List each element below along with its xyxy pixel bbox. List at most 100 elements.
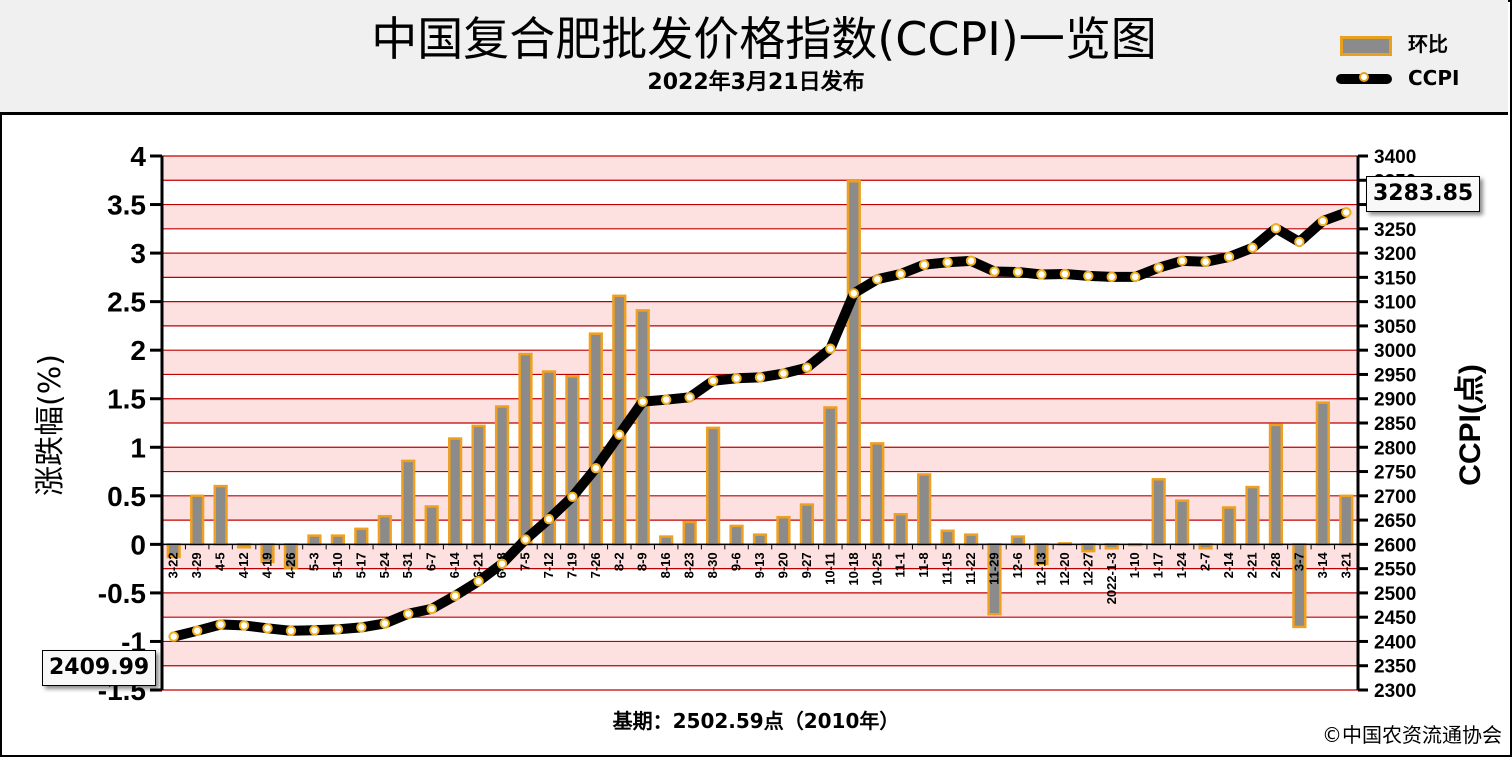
right-tick-label: 2350 xyxy=(1374,657,1416,678)
bar xyxy=(330,534,345,546)
legend-bar-swatch xyxy=(1340,36,1392,56)
bar xyxy=(471,424,486,546)
x-tick-label: 10-18 xyxy=(846,552,861,585)
ccpi-point xyxy=(590,462,602,474)
grid-band xyxy=(162,301,1358,326)
grid-band xyxy=(162,156,1358,181)
bar xyxy=(448,437,463,546)
x-tick-label: 2022-1-3 xyxy=(1104,552,1119,604)
ccpi-point xyxy=(1059,268,1071,280)
left-axis-title: 涨跌幅(%) xyxy=(33,354,68,496)
bar xyxy=(1268,423,1284,546)
x-tick-label: 4-26 xyxy=(283,552,298,578)
last-value-callout: 3283.85 xyxy=(1366,176,1481,212)
base-period-note: 基期：2502.59点（2010年） xyxy=(612,709,900,733)
x-tick-label: 3-14 xyxy=(1315,552,1330,579)
x-tick-label: 2-14 xyxy=(1221,552,1236,579)
grid-band xyxy=(162,398,1358,423)
x-tick-label: 8-30 xyxy=(705,552,720,578)
x-tick-label: 10-25 xyxy=(869,552,884,585)
ccpi-point xyxy=(262,623,273,634)
ccpi-point xyxy=(660,394,672,405)
bar xyxy=(799,503,815,546)
ccpi-point xyxy=(1341,207,1352,218)
ccpi-series xyxy=(168,207,1352,642)
left-tick-label: 2 xyxy=(130,335,146,366)
bar xyxy=(354,527,369,546)
x-tick-label: 12-6 xyxy=(1010,552,1025,578)
bar xyxy=(963,533,979,546)
right-tick-label: 2800 xyxy=(1374,438,1416,459)
bar xyxy=(1175,499,1190,546)
right-tick-label: 2950 xyxy=(1374,365,1416,386)
bar xyxy=(1081,543,1096,553)
x-tick-label: 3-21 xyxy=(1338,552,1353,578)
ccpi-point xyxy=(1083,270,1094,282)
bar xyxy=(705,426,721,546)
bar xyxy=(588,332,603,546)
ccpi-point xyxy=(238,620,250,631)
x-tick-label: 4-19 xyxy=(260,552,275,578)
ccpi-point xyxy=(707,375,719,386)
x-tick-label: 5-3 xyxy=(306,552,321,571)
ccpi-point xyxy=(1012,266,1024,278)
ccpi-point xyxy=(496,558,508,569)
bar xyxy=(870,442,885,546)
x-tick-label: 2-7 xyxy=(1198,552,1213,571)
bar xyxy=(518,352,533,546)
grid-bands xyxy=(162,156,1358,666)
legend-line-label: CCPI xyxy=(1408,66,1460,90)
x-tick-label: 12-20 xyxy=(1057,552,1072,585)
bar xyxy=(823,406,838,546)
right-tick-label: 2750 xyxy=(1374,463,1416,484)
ccpi-point xyxy=(309,625,320,636)
chart-title: 中国复合肥批发价格指数(CCPI)一览图 xyxy=(371,12,1157,66)
right-tick-label: 2700 xyxy=(1374,487,1416,508)
ccpi-point xyxy=(356,622,367,633)
right-tick-label: 2300 xyxy=(1374,681,1416,702)
x-tick-label: 9-6 xyxy=(729,552,744,571)
right-tick-labels: 3400335033003250320031503100305030002950… xyxy=(1374,147,1416,702)
left-tick-label: 0 xyxy=(130,529,146,560)
legend-item-bar: 环比 xyxy=(1336,30,1496,58)
ccpi-point xyxy=(1223,251,1235,263)
left-tick-label: 2.5 xyxy=(107,287,146,318)
x-tick-labels: 3-22 3-29 4-5 4-12 4-19 4-26 5-3 5-10 5-17 5-24 5-… xyxy=(166,552,1354,605)
bar xyxy=(190,494,205,546)
bar xyxy=(752,533,768,546)
right-tick-label: 2650 xyxy=(1374,511,1416,532)
grid-band xyxy=(162,447,1358,472)
right-tick-label: 3050 xyxy=(1374,317,1416,338)
ccpi-point xyxy=(1130,271,1141,283)
x-tick-label: 8-2 xyxy=(611,552,626,571)
chart-header xyxy=(0,0,1508,115)
ccpi-point xyxy=(191,625,203,636)
x-tick-label: 12-13 xyxy=(1033,552,1048,585)
right-tick-label: 2500 xyxy=(1374,584,1416,605)
grid-band xyxy=(162,641,1358,666)
x-tick-label: 2-28 xyxy=(1268,552,1283,578)
bar xyxy=(917,473,932,546)
x-tick-label: 1-10 xyxy=(1127,552,1142,578)
ccpi-point xyxy=(942,257,953,268)
ccpi-point xyxy=(1200,256,1211,268)
axis-titles: 涨跌幅(%) CCPI(点) xyxy=(33,354,1487,496)
bar xyxy=(893,513,908,546)
first-value-callout: 2409.99 xyxy=(42,650,157,686)
x-tick-label: 5-24 xyxy=(377,552,392,579)
right-tick-label: 2450 xyxy=(1374,608,1416,629)
ccpi-point xyxy=(1176,255,1188,267)
x-tick-label: 3-29 xyxy=(189,552,204,578)
bar xyxy=(1315,401,1330,546)
left-tick-label: 1 xyxy=(130,432,146,463)
right-tick-label: 2550 xyxy=(1374,560,1416,581)
right-axis-title: CCPI(点) xyxy=(1454,364,1487,486)
x-tick-label: 10-11 xyxy=(822,552,837,585)
x-tick-label: 3-22 xyxy=(166,552,181,578)
ccpi-point xyxy=(965,255,977,267)
gridlines xyxy=(162,155,1358,691)
x-tick-label: 4-12 xyxy=(236,552,251,578)
bar xyxy=(424,505,439,546)
x-tick-label: 7-12 xyxy=(541,552,556,578)
